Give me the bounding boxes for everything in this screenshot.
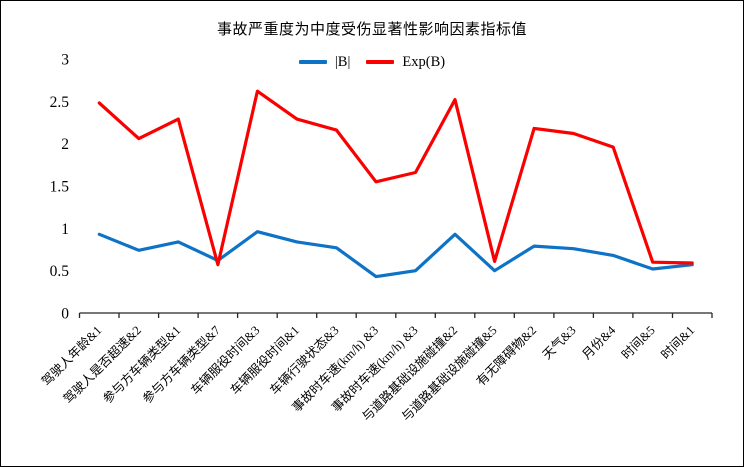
x-axis [78,312,713,318]
legend-label-abs-b: |B| [334,53,351,70]
legend-item-exp-b: Exp(B) [366,54,445,71]
chart-title: 事故严重度为中度受伤显著性影响因素指标值 [216,22,527,38]
y-tick-label: 2.5 [50,94,70,111]
x-tick-label: 月份&4 [579,323,618,362]
y-tick-label: 2 [61,136,69,153]
x-tick-label: 车辆服役时间&1 [227,323,302,398]
y-tick-label: 3 [61,52,69,69]
y-tick-label: 1.5 [50,179,70,196]
x-tick-label: 时间&5 [619,323,658,362]
y-tick-label: 0.5 [50,263,70,280]
y-tick-label: 1 [61,221,69,238]
x-tick-label: 天气&3 [539,323,579,363]
legend-line-sample-exp-b [366,60,395,64]
series-line-abs-b [97,230,694,279]
legend: |B| Exp(B) [1,52,743,72]
legend-item-abs-b: |B| [298,53,351,71]
legend-label-exp-b: Exp(B) [402,53,446,70]
x-tick-label: 时间&1 [658,323,697,362]
legend-line-sample-abs-b [298,60,327,64]
series-line-exp-b [97,89,694,267]
y-tick-label: 0 [61,306,69,323]
x-tick-label: 车辆服役时间&3 [188,323,263,398]
x-tick-label: 车辆行驶状态&3 [267,323,342,398]
